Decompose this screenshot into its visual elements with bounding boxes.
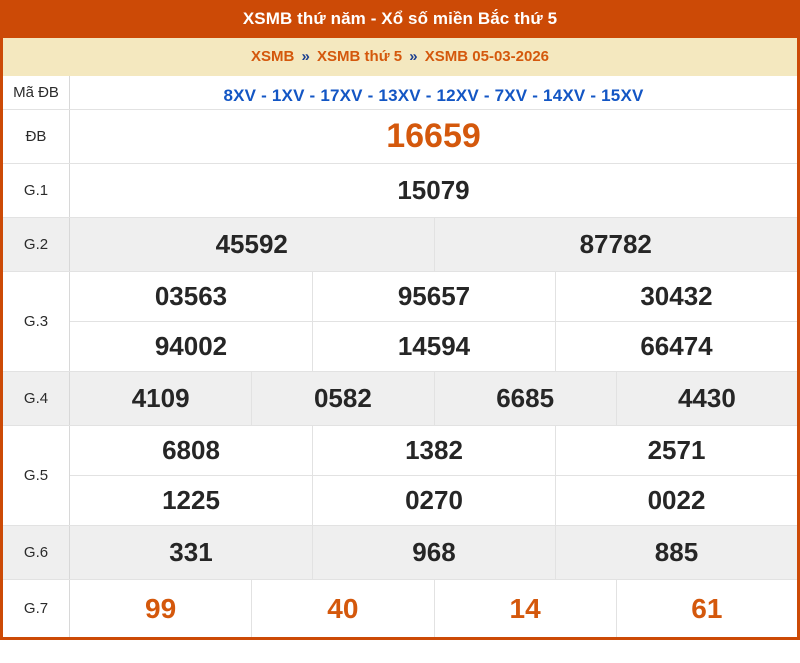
g2-cell-2: 87782	[434, 217, 799, 272]
g7-cell-3: 14	[434, 579, 617, 639]
g7-value-2: 40	[327, 592, 359, 624]
g7-value-4: 61	[691, 592, 723, 624]
g4-cell-2: 0582	[251, 371, 435, 426]
table-row-g7: G.7 99 40 14 61	[1, 579, 799, 639]
g5-cell-6: 0022	[555, 475, 799, 526]
g4-cell-3: 6685	[434, 371, 617, 426]
g5-cell-2: 1382	[312, 425, 556, 476]
g2-cell-1: 45592	[69, 217, 435, 272]
table-row-g3-top: G.3 03563 95657 30432	[1, 271, 799, 372]
g7-cell-2: 40	[251, 579, 435, 639]
breadcrumb-separator-1: »	[301, 48, 310, 65]
g5-cell-5: 0270	[312, 475, 556, 526]
breadcrumb-item-1[interactable]: XSMB	[251, 48, 295, 65]
table-row-g2: G.2 45592 87782	[1, 217, 799, 272]
table-row-g6: G.6 331 968 885	[1, 525, 799, 580]
g4-cell-1: 4109	[69, 371, 253, 426]
table-row-g3-bottom: 94002 14594 66474	[1, 321, 799, 372]
table-row-g5-bottom: 1225 0270 0022	[1, 475, 799, 526]
g7-cell-4: 61	[616, 580, 798, 639]
db-value: 16659	[386, 117, 481, 155]
table-row-g4: G.4 4109 0582 6685 4430	[1, 371, 799, 426]
row-label-g6: G.6	[1, 525, 70, 580]
g4-cell-4: 4430	[616, 371, 799, 426]
g3-cell-3: 30432	[555, 271, 799, 322]
row-label-ma-db: Mã ĐB	[1, 76, 70, 110]
row-label-g4: G.4	[1, 371, 70, 426]
g5-cell-1: 6808	[69, 425, 313, 476]
page-title: XSMB thứ năm - Xổ số miền Bắc thứ 5	[0, 0, 800, 38]
g6-cell-1: 331	[69, 525, 313, 580]
g3-cell-1: 03563	[69, 271, 313, 322]
ma-db-value: 8XV - 1XV - 17XV - 13XV - 12XV - 7XV - 1…	[223, 86, 644, 105]
row-label-db: ĐB	[1, 109, 70, 164]
row-label-g1: G.1	[1, 163, 70, 218]
row-label-g7: G.7	[1, 579, 70, 639]
g6-cell-2: 968	[312, 525, 556, 580]
g7-value-1: 99	[145, 592, 177, 624]
g3-cell-6: 66474	[555, 321, 799, 372]
table-row-db: ĐB 16659	[1, 109, 799, 164]
g1-cell: 15079	[69, 163, 799, 218]
g3-cell-4: 94002	[69, 321, 313, 372]
g5-cell-4: 1225	[69, 475, 313, 526]
ma-db-cell: 8XV - 1XV - 17XV - 13XV - 12XV - 7XV - 1…	[69, 76, 799, 110]
g6-cell-3: 885	[555, 525, 799, 580]
row-label-g2: G.2	[1, 217, 70, 272]
table-row-g5-top: G.5 6808 1382 2571	[1, 425, 799, 526]
g7-value-3: 14	[509, 592, 541, 624]
lottery-results-table: Mã ĐB 8XV - 1XV - 17XV - 13XV - 12XV - 7…	[0, 76, 800, 640]
breadcrumb-item-2[interactable]: XSMB thứ 5	[317, 48, 403, 65]
breadcrumb-separator-2: »	[409, 48, 418, 65]
table-row-ma-db: Mã ĐB 8XV - 1XV - 17XV - 13XV - 12XV - 7…	[1, 76, 799, 110]
g7-cell-1: 99	[69, 579, 253, 639]
row-label-g5: G.5	[1, 425, 70, 526]
breadcrumb-item-3[interactable]: XSMB 05-03-2026	[424, 48, 549, 65]
db-cell: 16659	[69, 109, 799, 164]
row-label-g3: G.3	[1, 271, 70, 372]
g3-cell-5: 14594	[312, 321, 556, 372]
breadcrumb: XSMB » XSMB thứ 5 » XSMB 05-03-2026	[0, 38, 800, 76]
g3-cell-2: 95657	[312, 271, 556, 322]
g5-cell-3: 2571	[555, 425, 799, 476]
table-row-g1: G.1 15079	[1, 163, 799, 218]
